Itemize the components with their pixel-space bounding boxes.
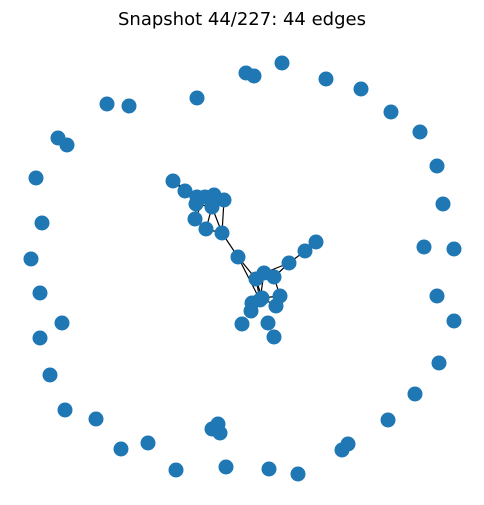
graph-node [407, 386, 423, 402]
graph-node [383, 104, 399, 120]
graph-node [266, 329, 282, 345]
graph-node [88, 411, 104, 427]
graph-node [429, 288, 445, 304]
graph-node [121, 98, 137, 114]
graph-node [435, 196, 451, 212]
graph-node [246, 68, 262, 84]
graph-node [216, 192, 232, 208]
graph-node [204, 199, 220, 215]
graph-node [429, 158, 445, 174]
graph-node [218, 459, 234, 475]
graph-node [290, 466, 306, 482]
graph-node [266, 269, 282, 285]
graph-node [268, 298, 284, 314]
graph-node [252, 292, 268, 308]
graph-node [23, 251, 39, 267]
graph-node [297, 243, 313, 259]
graph-node [431, 355, 447, 371]
graph-node [99, 96, 115, 112]
graph-node [42, 367, 58, 383]
graph-node [380, 412, 396, 428]
graph-node [243, 303, 259, 319]
graph-node [198, 221, 214, 237]
graph-node [59, 137, 75, 153]
graph-node [32, 330, 48, 346]
figure-title: Snapshot 44/227: 44 edges [118, 9, 366, 30]
node-layer [23, 55, 462, 482]
graph-node [412, 124, 428, 140]
graph-node [168, 462, 184, 478]
graph-node [308, 234, 324, 250]
graph-node [113, 441, 129, 457]
graph-node [140, 435, 156, 451]
graph-node [274, 55, 290, 71]
graph-node [34, 215, 50, 231]
graph-node [353, 81, 369, 97]
graph-node [57, 402, 73, 418]
graph-node [214, 225, 230, 241]
graph-node [446, 241, 462, 257]
graph-node [32, 285, 48, 301]
graph-node [28, 170, 44, 186]
graph-node [188, 196, 204, 212]
graph-node [234, 316, 250, 332]
graph-node [165, 173, 181, 189]
graph-node [189, 90, 205, 106]
graph-node [261, 461, 277, 477]
graph-node [210, 416, 226, 432]
graph-node [318, 71, 334, 87]
graph-node [54, 315, 70, 331]
graph-node [281, 255, 297, 271]
graph-node [177, 183, 193, 199]
graph-node [416, 239, 432, 255]
graph-node [446, 313, 462, 329]
graph-node [260, 315, 276, 331]
graph-node [230, 249, 246, 265]
graph-node [187, 211, 203, 227]
graph-node [334, 442, 350, 458]
